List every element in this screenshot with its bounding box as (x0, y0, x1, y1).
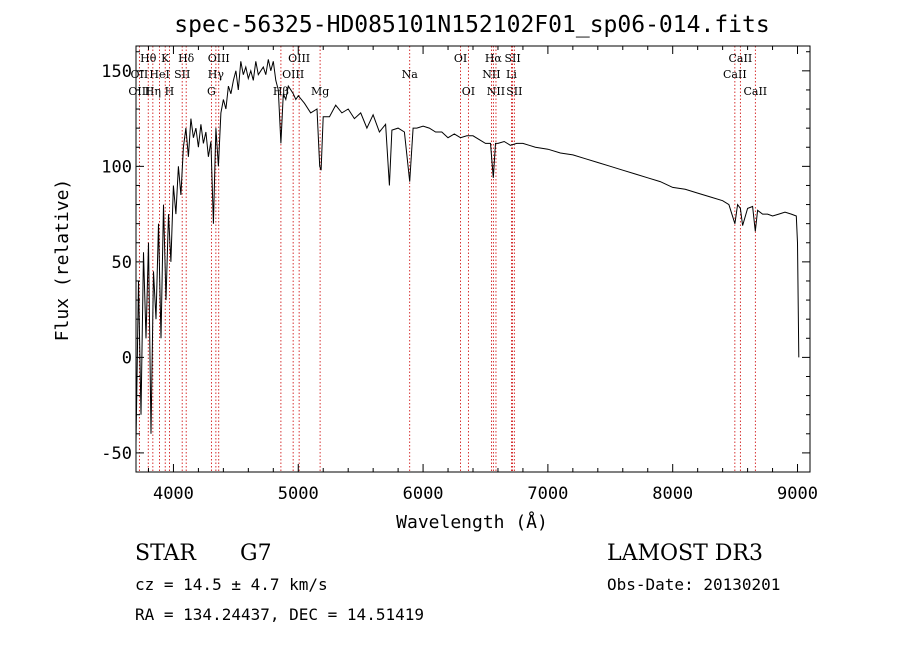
survey-name: LAMOST DR3 (607, 541, 763, 566)
spectral-line-label: Li (506, 68, 517, 81)
spectral-line-label: OIII (282, 68, 304, 81)
object-subclass: G7 (240, 541, 272, 566)
plot-frame (135, 45, 811, 473)
spectral-line-label: SII (174, 68, 190, 81)
spectral-line-markers (138, 46, 756, 472)
chart-title: spec-56325-HD085101N152102F01_sp06-014.f… (174, 12, 769, 38)
spectral-line-labels: Hθ OII OIII HeI Hη K SII H Hδ OIII Hγ G OIII OIII Hβ Mg… (128, 52, 767, 98)
spectral-line-label: Na (402, 68, 419, 81)
spectral-line-label: Hβ (273, 85, 289, 98)
x-axis-label: Wavelength (Å) (396, 511, 548, 533)
y-tick-label: -50 (101, 444, 132, 464)
spectral-line-label: H (165, 85, 175, 98)
x-tick-label: 6000 (403, 484, 444, 504)
y-tick-label: 100 (101, 157, 132, 177)
observation-date: Obs-Date: 20130201 (607, 575, 780, 594)
spectral-line-label: NII (487, 85, 505, 98)
spectral-line-label: OI (462, 85, 475, 98)
y-axis-ticks: -50 0 50 100 150 (101, 51, 810, 464)
spectral-line-label: K (161, 52, 170, 65)
spectral-line-label: CaII (729, 52, 753, 65)
spectral-line-label: NII (482, 68, 500, 81)
spectral-line-label: OIII (288, 52, 310, 65)
y-tick-label: 0 (122, 348, 132, 368)
y-tick-label: 150 (101, 62, 132, 82)
spectral-line-label: Hα (485, 52, 503, 65)
x-tick-label: 8000 (652, 484, 693, 504)
spectral-line-label: G (207, 85, 216, 98)
spectral-line-label: Hη (145, 85, 161, 98)
spectral-line-label: CaII (743, 85, 767, 98)
spectral-line-label: OII (131, 68, 149, 81)
spectral-line-label: SII (506, 85, 522, 98)
x-tick-label: 4000 (153, 484, 194, 504)
coordinates: RA = 134.24437, DEC = 14.51419 (135, 605, 424, 624)
spectral-line-label: CaII (723, 68, 747, 81)
spectral-line-label: Hθ (140, 52, 157, 65)
y-tick-label: 50 (112, 253, 132, 273)
spectral-line-label: OIII (128, 85, 150, 98)
spectral-line-label: SII (504, 52, 520, 65)
y-axis-label: Flux (relative) (52, 179, 73, 342)
x-tick-label: 9000 (777, 484, 818, 504)
x-tick-label: 7000 (527, 484, 568, 504)
spectral-line-label: HeI (149, 68, 169, 81)
spectrum-line (135, 59, 800, 444)
spectral-line-label: OI (454, 52, 467, 65)
x-tick-label: 5000 (278, 484, 319, 504)
object-class: STAR (135, 541, 197, 566)
spectral-line-label: Mg (311, 85, 329, 98)
x-axis-ticks: 4000 5000 6000 7000 8000 9000 (147, 46, 818, 504)
spectral-line-label: Hδ (178, 52, 195, 65)
redshift-cz: cz = 14.5 ± 4.7 km/s (135, 575, 328, 594)
spectral-line-label: OIII (208, 52, 230, 65)
spectral-line-label: Hγ (208, 68, 225, 81)
